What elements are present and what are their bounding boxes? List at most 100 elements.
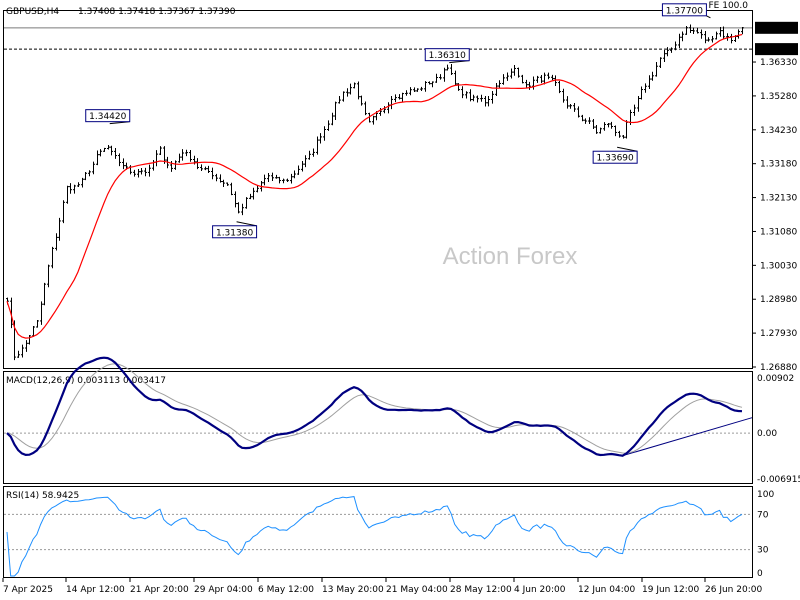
macd-panel[interactable] — [3, 371, 753, 484]
price-tick-label: 1.31080 — [760, 227, 797, 237]
candle — [502, 74, 505, 85]
candle — [275, 174, 278, 179]
candle — [581, 114, 584, 122]
candle — [663, 49, 666, 63]
candle — [62, 200, 65, 224]
candle — [540, 75, 543, 84]
candle — [692, 27, 695, 35]
candle — [178, 153, 181, 163]
candle — [510, 68, 513, 79]
watermark: Action Forex — [443, 243, 578, 270]
price-tick-label: 1.35280 — [760, 92, 797, 102]
symbol-label: GBPUSD,H4 — [6, 7, 59, 17]
price-annotation: 1.33690 — [592, 146, 638, 164]
candle — [353, 82, 356, 89]
rsi-panel[interactable] — [3, 486, 753, 578]
price-annotation: 1.31380 — [212, 221, 258, 239]
candle — [536, 75, 539, 83]
candle — [245, 197, 248, 209]
candle — [144, 167, 147, 177]
price-annotations: 1.34420 1.31380 1.36310 1.33690 1.37700 — [85, 3, 711, 239]
candle — [722, 26, 725, 39]
candle — [88, 170, 91, 177]
macd-axis-top: 0.00902 — [757, 374, 794, 384]
candle — [222, 179, 225, 188]
candle — [588, 117, 591, 124]
candle — [413, 87, 416, 92]
candle — [622, 135, 625, 139]
candle — [181, 149, 184, 161]
candle — [525, 79, 528, 89]
candle — [655, 62, 658, 77]
price-panel[interactable] — [3, 10, 753, 369]
candle — [84, 172, 87, 181]
candle — [66, 185, 69, 204]
candle — [304, 155, 307, 168]
candle — [372, 115, 375, 125]
candle — [379, 108, 382, 116]
candle — [263, 174, 266, 186]
candle — [256, 185, 259, 193]
candle — [55, 233, 58, 251]
candle — [446, 64, 449, 71]
candle — [189, 150, 192, 162]
svg-text:1.37390: 1.37390 — [758, 24, 795, 34]
candle — [551, 74, 554, 81]
candle — [114, 147, 117, 159]
candle — [211, 167, 214, 180]
rsi-line — [6, 496, 743, 577]
candle — [651, 71, 654, 81]
candle — [107, 145, 110, 150]
candle — [133, 169, 136, 177]
moving-average-line — [6, 33, 743, 339]
candle — [566, 96, 569, 109]
rsi-axis-top: 100 — [757, 490, 774, 500]
candle — [140, 168, 143, 175]
candle — [368, 112, 371, 123]
price-tick-label: 1.32130 — [760, 194, 797, 204]
price-annotation: 1.37700 — [661, 3, 711, 19]
candle — [547, 72, 550, 80]
candle — [443, 67, 446, 82]
candle — [234, 191, 237, 208]
time-tick-label: 7 Apr 2025 — [3, 585, 53, 595]
macd-trendline — [622, 417, 753, 457]
candle — [137, 169, 140, 178]
candle — [513, 64, 516, 76]
time-tick-label: 12 Jun 04:00 — [578, 585, 635, 595]
time-tick-label: 14 Apr 12:00 — [66, 585, 125, 595]
price-tick-label: 1.30030 — [760, 261, 797, 271]
candle — [185, 149, 188, 157]
candle — [401, 92, 404, 102]
time-tick-label: 28 May 12:00 — [450, 585, 512, 595]
candle — [319, 133, 322, 144]
candle — [99, 149, 102, 157]
candle — [633, 104, 636, 116]
candle — [689, 24, 692, 33]
candle — [435, 73, 438, 83]
candle — [334, 101, 337, 121]
candle — [331, 112, 334, 126]
svg-text:1.37700: 1.37700 — [666, 6, 703, 16]
candle — [159, 146, 162, 156]
candle — [207, 165, 210, 173]
candle — [554, 75, 557, 86]
time-tick-label: 21 Apr 20:00 — [130, 585, 189, 595]
time-tick-label: 6 May 12:00 — [258, 585, 314, 595]
candle — [252, 187, 255, 200]
candle — [640, 86, 643, 100]
candle — [532, 76, 535, 90]
price-axis: 1.36330 1.35280 1.34230 1.33180 1.32130 1.310… — [752, 58, 797, 373]
macd-axis-zero: 0.00 — [757, 429, 777, 439]
price-tick-label: 1.33180 — [760, 160, 797, 170]
candle — [700, 29, 703, 39]
candle — [599, 127, 602, 134]
candle — [521, 74, 524, 84]
rsi-axis-30: 30 — [757, 546, 769, 556]
rsi-axis-bottom: 0 — [757, 569, 763, 579]
rsi-axis-70: 70 — [757, 510, 769, 520]
candle — [28, 335, 31, 345]
candle — [43, 282, 46, 306]
price-tick-label: 1.27930 — [760, 329, 797, 339]
